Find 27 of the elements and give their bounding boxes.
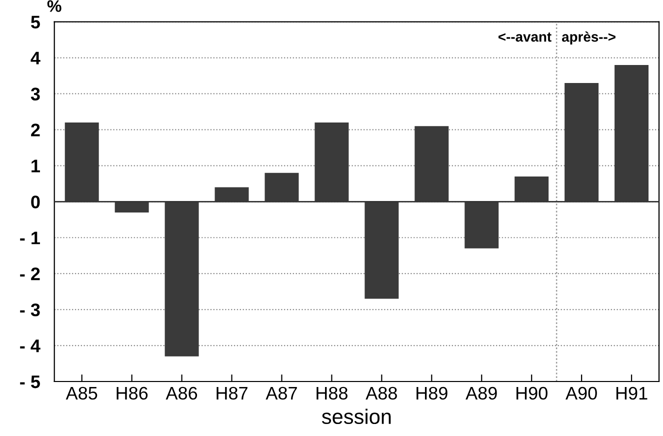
annotation: <--avant — [498, 32, 552, 42]
x-tick-label: A86 — [166, 386, 198, 400]
y-axis-title: % — [47, 0, 62, 12]
x-tick-label: H87 — [216, 386, 248, 400]
y-tick-label: 3 — [30, 88, 40, 100]
x-tick-label: H88 — [316, 386, 348, 400]
y-tick-label: 5 — [30, 16, 40, 29]
x-tick-label: H86 — [116, 386, 148, 400]
y-tick-label: - 2 — [20, 268, 40, 280]
y-tick-label: 4 — [30, 52, 40, 64]
x-tick-label: A85 — [66, 386, 98, 400]
x-tick-label: A90 — [566, 386, 597, 400]
y-tick-label: - 1 — [20, 232, 40, 244]
x-tick-label: H89 — [416, 386, 448, 400]
x-tick-label: A87 — [266, 386, 297, 400]
y-tick-label: 2 — [31, 124, 40, 136]
x-tick-label: H91 — [616, 386, 648, 400]
x-axis-title: session — [322, 408, 391, 424]
x-tick-label: A89 — [466, 386, 497, 400]
annotation: après--> — [562, 31, 616, 45]
y-tick-label: 1 — [32, 160, 40, 172]
y-tick-label: - 4 — [20, 340, 40, 352]
y-tick-label: - 3 — [20, 303, 40, 316]
y-tick-label: - 5 — [20, 376, 40, 388]
y-tick-label: 0 — [31, 196, 40, 208]
x-tick-label: A88 — [366, 386, 397, 400]
x-tick-label: H90 — [516, 386, 548, 400]
